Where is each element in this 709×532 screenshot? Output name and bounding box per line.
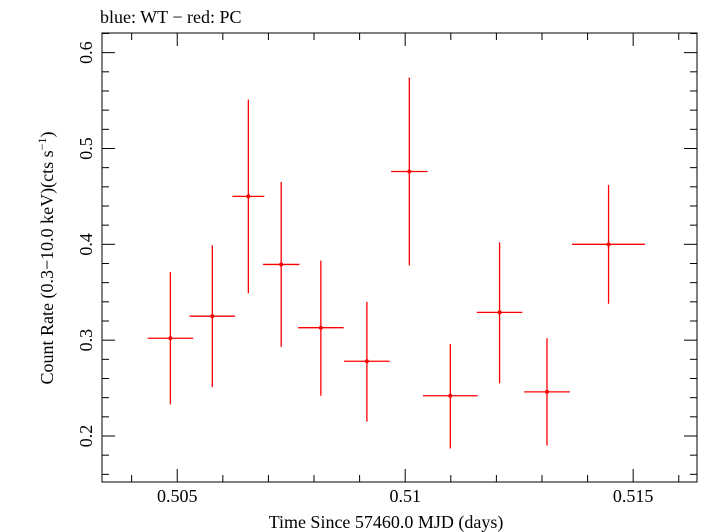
x-tick-label: 0.51 <box>389 486 421 506</box>
data-point <box>262 182 300 347</box>
point-marker <box>606 242 611 247</box>
point-marker <box>210 314 215 319</box>
y-tick-label: 0.3 <box>76 329 96 352</box>
data-point <box>422 343 478 449</box>
data-points <box>147 77 646 449</box>
data-point <box>298 260 344 396</box>
y-axis-label-sup: −1 <box>35 138 49 151</box>
y-axis-label-main: Count Rate (0.3−10.0 keV)(cts s <box>37 150 58 384</box>
axis-ticks <box>102 32 697 482</box>
x-tick-label: 0.505 <box>157 486 198 506</box>
point-marker <box>497 310 502 315</box>
x-tick-label: 0.515 <box>613 486 654 506</box>
point-marker <box>246 194 251 199</box>
plot-frame <box>101 32 698 483</box>
point-marker <box>318 325 323 330</box>
data-point <box>524 338 570 446</box>
data-point <box>391 77 428 266</box>
point-marker <box>544 389 549 394</box>
point-marker <box>364 359 369 364</box>
data-point <box>344 301 390 422</box>
y-tick-label: 0.6 <box>76 41 96 64</box>
data-point <box>572 184 646 304</box>
data-point <box>232 99 265 294</box>
y-axis-label-end: ) <box>37 132 58 138</box>
point-marker <box>448 393 453 398</box>
point-marker <box>168 336 173 341</box>
x-axis-label: Time Since 57460.0 MJD (days) <box>269 512 504 532</box>
y-tick-label: 0.5 <box>76 137 96 160</box>
y-tick-label: 0.2 <box>76 425 96 448</box>
data-point <box>189 245 236 388</box>
tick-labels: 0.505 0.51 0.515 0.2 0.3 0.4 0.5 0.6 <box>76 41 653 506</box>
point-marker <box>407 169 412 174</box>
y-tick-label: 0.4 <box>76 233 96 256</box>
point-marker <box>279 262 284 267</box>
chart-title: blue: WT − red: PC <box>100 7 241 27</box>
data-point <box>147 272 194 405</box>
y-axis-label: Count Rate (0.3−10.0 keV)(cts s−1) <box>35 132 58 385</box>
data-point <box>476 242 523 384</box>
